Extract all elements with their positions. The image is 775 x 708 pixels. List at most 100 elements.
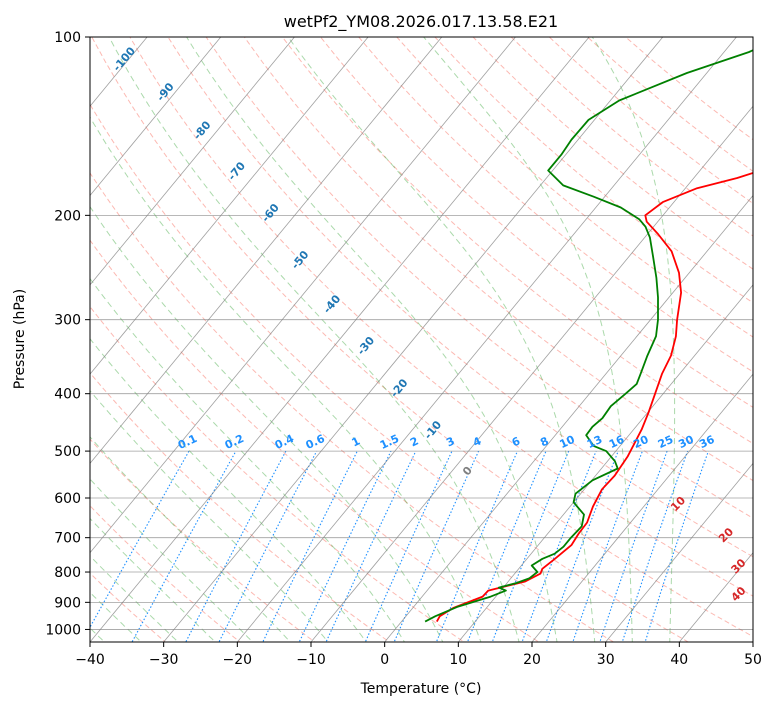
isotherm-line [90,37,222,197]
moist-adiabat-line [591,37,676,642]
moist-adiabat-line [90,591,142,642]
y-tick-label: 300 [54,313,81,329]
isotherm-line [90,37,369,375]
x-tick-label: 0 [380,652,389,668]
x-tick-label: 30 [597,652,615,668]
dry-adiabat-line [129,37,753,597]
mixing-ratio-label: 1 [350,434,362,449]
background-reference-lines [90,37,753,642]
y-tick-label: 900 [54,595,81,611]
dry-adiabat-line [320,37,753,408]
mixing-ratio-line [218,450,318,642]
mixing-ratio-label: 10 [558,433,578,451]
mixing-ratio-label: 36 [697,433,717,451]
moist-adiabat-label: -100 [110,44,138,74]
isotherm-line [236,37,737,642]
moist-adiabat-label: -40 [321,292,344,316]
moist-adiabat-line [90,337,367,642]
moist-adiabat-line [90,277,406,642]
dry-adiabat-label: 30 [729,556,749,576]
mixing-ratio-label: 0.2 [223,432,246,452]
mixing-ratio-label: 1.5 [378,432,401,452]
mixing-ratio-line [298,450,392,642]
y-tick-label: 1000 [45,622,81,638]
y-tick-label: 400 [54,387,81,403]
sounding-series [424,49,753,623]
y-tick-label: 700 [54,531,81,547]
y-tick-label: 100 [54,30,81,46]
moist-adiabat-line [90,517,216,642]
mixing-ratio-label: 8 [538,434,550,449]
moist-adiabat-label: -60 [259,201,282,225]
moist-adiabat-line [90,205,444,642]
isotherm-line [90,37,295,286]
mixing-ratio-label: 4 [471,434,484,449]
y-tick-label: 600 [54,491,81,507]
dewpoint-profile-line [424,49,753,623]
mixing-ratio-label: 0.4 [273,432,296,452]
mixing-ratio-label: 3 [444,434,456,449]
y-tick-label: 500 [54,444,81,460]
mixing-ratio-label: 0.1 [176,432,199,452]
isotherm-line [531,373,753,642]
moist-adiabat-label: -10 [422,418,445,442]
dry-adiabat-line [282,37,753,445]
x-tick-label: 40 [670,652,688,668]
isotherm-line [605,462,753,642]
x-tick-label: −20 [223,652,253,668]
dry-adiabat-line [587,37,753,172]
dry-adiabat-line [90,305,466,642]
moist-adiabat-line [287,37,596,642]
mixing-ratio-label: 20 [631,433,651,451]
dry-adiabat-label: 20 [716,525,736,545]
isotherm-line [310,105,753,642]
moist-adiabat-label: -20 [388,376,411,400]
x-axis-label: Temperature (°C) [360,681,482,697]
isotherm-line [457,284,753,642]
x-tick-label: 50 [744,652,762,668]
y-axis-ticks: 100 200 300 400 500 600 700 800 900 1000 [45,30,90,638]
x-axis-ticks: −40 −30 −20 −10 0 10 20 30 40 50 [75,642,762,668]
dry-adiabat-line [90,572,167,642]
mixing-ratio-label: 16 [607,433,627,451]
grid-lines [0,24,753,654]
isotherm-line [90,37,516,554]
x-tick-label: −10 [296,652,326,668]
mixing-ratio-line [131,450,237,642]
isotherm-line [0,24,11,654]
mixing-ratio-label: 6 [510,434,523,449]
plot-frame [89,36,754,643]
mixing-ratio-line [644,450,709,642]
x-tick-label: 10 [449,652,467,668]
temperature-profile-line [436,171,753,623]
dry-adiabat-line [90,239,540,642]
mixing-ratio-label: 13 [585,433,604,451]
y-tick-label: 200 [54,208,81,224]
dry-adiabat-line [434,37,753,304]
isotherm-line [90,37,443,465]
moist-adiabat-label: -30 [355,334,378,358]
mixing-ratio-label: 30 [676,433,696,451]
isotherm-line [163,37,664,642]
chart-title: wetPf2_YM08.2026.017.13.58.E21 [284,12,558,32]
y-tick-label: 800 [54,565,81,581]
x-tick-label: 20 [523,652,541,668]
moist-adiabat-line [90,116,482,642]
isotherm-line [384,194,753,642]
dry-adiabat-line [90,505,241,642]
x-tick-label: −40 [75,652,105,668]
mixing-ratio-label: 2 [408,434,420,449]
mixing-ratio-line [545,450,619,642]
moist-adiabat-line [90,436,291,642]
moist-adiabat-line [90,389,329,642]
moist-adiabat-line [90,555,179,642]
mixing-ratio-line [364,450,453,642]
dry-adiabat-line [167,37,753,558]
isotherm-line [678,552,753,642]
x-tick-label: −30 [149,652,179,668]
moist-adiabat-line [108,37,520,642]
dry-adiabat-line [90,438,316,642]
dry-adiabat-line [243,37,753,482]
moist-adiabat-label: -90 [154,80,177,104]
